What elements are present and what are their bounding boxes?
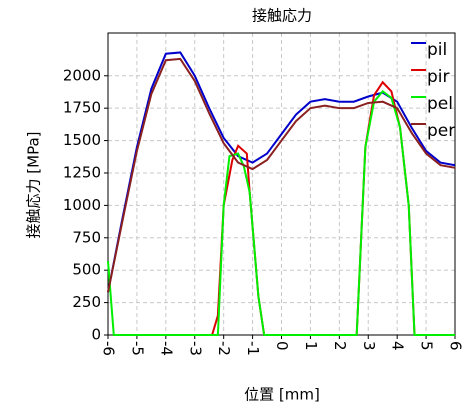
y-tick-label: 500 (72, 261, 101, 279)
y-tick-label: 1250 (63, 163, 101, 181)
x-tick-label: -3 (186, 341, 204, 356)
x-tick-label: 6 (447, 341, 465, 351)
y-tick-label: 1750 (63, 99, 101, 117)
series-line (211, 80, 416, 336)
x-tick-label: 1 (302, 341, 320, 351)
x-axis-label: 位置 [mm] (244, 386, 320, 404)
y-axis-label: 接触応力 [MPa] (25, 132, 43, 239)
y-tick-label: 1500 (63, 131, 101, 149)
chart-title: 接触応力 (252, 7, 312, 25)
x-tick-label: 2 (331, 341, 349, 351)
x-tick-label: -5 (128, 341, 146, 356)
y-tick-label: 0 (91, 326, 101, 344)
y-tick-label: 750 (72, 228, 101, 246)
series-line (107, 51, 456, 293)
x-tick-label: 4 (389, 341, 407, 351)
x-tick-label: -1 (244, 341, 262, 356)
x-tick-label: 3 (360, 341, 378, 351)
series-line (107, 57, 456, 293)
x-tick-label: -6 (100, 341, 118, 356)
x-tick-label: 5 (418, 341, 436, 351)
legend-label: per (427, 121, 455, 141)
y-tick-label: 2000 (63, 66, 101, 84)
y-tick-label: 1000 (63, 196, 101, 214)
legend-label: pir (427, 67, 450, 87)
series-line (107, 89, 455, 336)
x-tick-label: 0 (273, 341, 291, 351)
legend-label: pel (427, 94, 453, 114)
legend-label: pil (427, 40, 447, 60)
y-tick-label: 250 (72, 293, 101, 311)
x-tick-label: -4 (157, 341, 175, 356)
x-tick-label: -2 (215, 341, 233, 356)
